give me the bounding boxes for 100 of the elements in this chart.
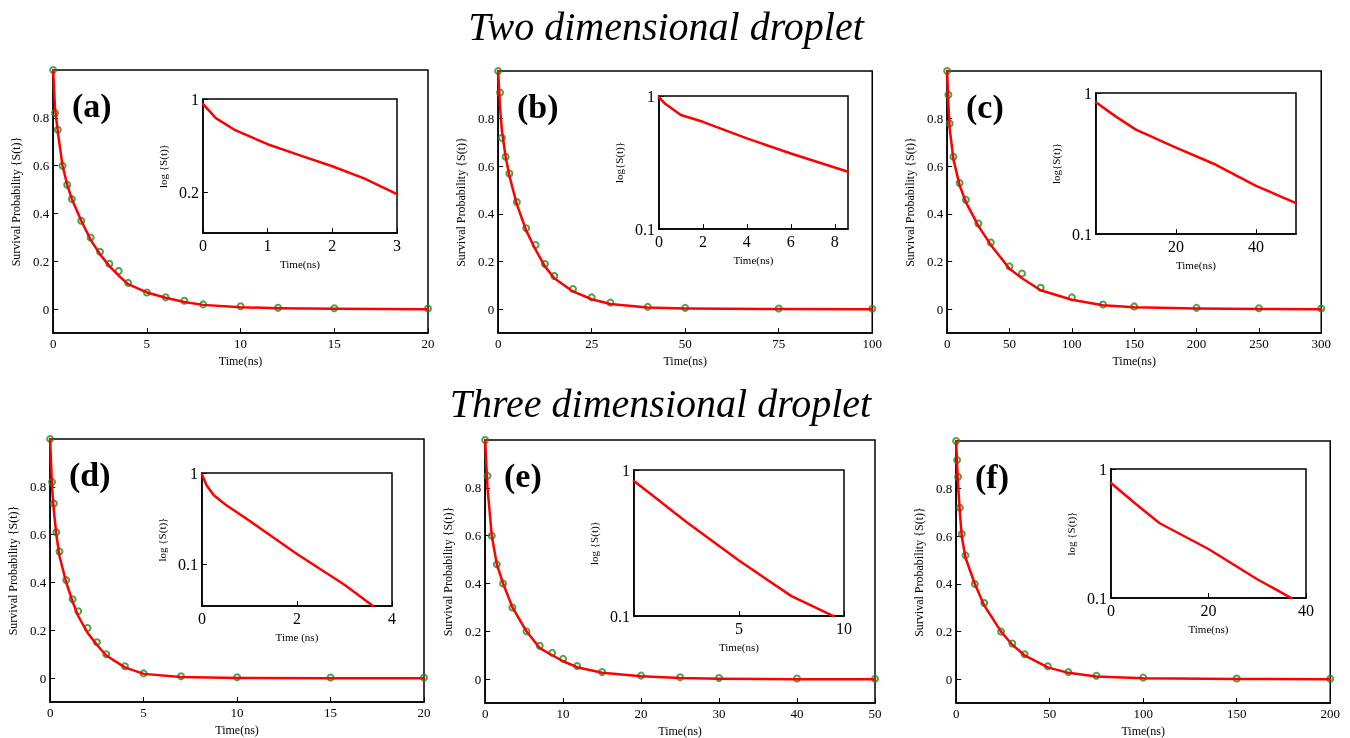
annotation: (e)	[504, 456, 542, 495]
y-axis-title: Survival Probability {S(t)}	[9, 136, 23, 267]
x-tick-label: 15	[324, 705, 338, 721]
point	[177, 672, 185, 681]
point	[997, 627, 1006, 636]
y-tick-label: 0.8	[926, 111, 944, 127]
point	[1005, 262, 1014, 271]
point	[58, 161, 67, 170]
point	[496, 88, 505, 97]
point	[955, 503, 964, 512]
point	[637, 671, 646, 680]
x-axis-title: Time(ns)	[1188, 622, 1229, 636]
point	[1232, 674, 1241, 683]
x-axis-title: Time(ns)	[1121, 724, 1165, 738]
line-series	[632, 479, 835, 618]
point	[531, 240, 540, 249]
x-axis-title: Time(ns)	[1175, 258, 1217, 272]
x-tick-label: 5	[734, 619, 743, 637]
point	[49, 499, 58, 508]
point	[102, 650, 111, 659]
x-tick-label: 5	[140, 705, 147, 721]
x-axis-title: Time(ns)	[215, 723, 259, 737]
point	[955, 178, 964, 187]
y-axis-title: Survival Probability {S(t)}	[912, 507, 926, 637]
y-tick-label: 0.6	[935, 528, 953, 544]
annotation: (a)	[72, 86, 112, 125]
point	[540, 260, 549, 268]
point	[481, 436, 490, 444]
point	[573, 662, 582, 671]
line-series	[945, 69, 1323, 311]
point	[96, 247, 105, 256]
y-tick-label: 0.4	[32, 206, 50, 222]
point	[1317, 304, 1326, 313]
point	[77, 216, 86, 225]
line-series	[483, 438, 877, 681]
point	[1020, 650, 1029, 659]
point	[55, 547, 64, 556]
point	[1017, 269, 1026, 278]
point	[587, 293, 596, 302]
y-tick-label: 0.8	[29, 479, 47, 495]
x-tick-label: 100	[1062, 336, 1082, 352]
line-series	[954, 439, 1332, 681]
point	[492, 560, 501, 569]
annotation: (c)	[966, 87, 1004, 126]
point	[1043, 662, 1052, 671]
y-tick-label: 0.8	[32, 110, 50, 126]
x-axis-title: Time(ns)	[658, 724, 702, 738]
point	[961, 551, 970, 560]
y-tick-label: 1	[189, 464, 198, 482]
y-axis-title: log {S(t)}	[1064, 511, 1078, 556]
point	[74, 607, 83, 616]
point	[944, 90, 953, 99]
point	[943, 67, 952, 75]
point	[868, 304, 877, 313]
x-tick-label: 5	[143, 336, 151, 352]
point	[52, 528, 61, 537]
x-tick-label: 20	[1200, 601, 1217, 619]
y-tick-label: 0.6	[477, 158, 495, 174]
y-tick-label: 0	[936, 301, 944, 317]
x-tick-label: 150	[1226, 706, 1247, 722]
point	[949, 152, 958, 161]
point	[51, 109, 60, 118]
point	[330, 304, 339, 313]
point	[774, 304, 783, 313]
point	[1130, 302, 1139, 311]
point	[1036, 283, 1045, 292]
x-tick-label: 200	[1320, 706, 1340, 722]
x-tick-label: 3	[393, 236, 401, 254]
point	[63, 180, 72, 189]
x-tick-label: 50	[678, 336, 692, 352]
point	[715, 673, 724, 682]
point	[46, 435, 55, 443]
y-tick-label: 0.1	[1071, 225, 1092, 243]
point	[954, 472, 963, 481]
point	[142, 288, 151, 297]
x-tick-label: 30	[712, 706, 726, 722]
y-tick-label: 0.1	[177, 555, 198, 573]
y-tick-label: 0.6	[464, 528, 482, 544]
x-tick-label: 200	[1186, 336, 1207, 352]
point	[497, 133, 506, 142]
point	[957, 529, 966, 538]
line-series	[1109, 481, 1293, 600]
x-tick-label: 15	[327, 336, 341, 352]
point	[124, 278, 133, 287]
point	[1008, 639, 1017, 648]
point	[274, 303, 283, 312]
y-tick-label: 0	[42, 301, 50, 317]
point	[512, 198, 521, 207]
x-tick-label: 2	[328, 236, 337, 254]
y-tick-label: 0.2	[477, 254, 495, 270]
y-tick-label: 0.4	[477, 206, 495, 222]
point	[483, 471, 492, 480]
point	[424, 304, 432, 313]
x-tick-label: 40	[1298, 601, 1314, 619]
point	[420, 673, 428, 682]
y-tick-label: 0.6	[926, 158, 944, 174]
point	[676, 673, 685, 682]
point	[1099, 300, 1108, 309]
point	[952, 437, 961, 445]
point	[548, 648, 557, 657]
